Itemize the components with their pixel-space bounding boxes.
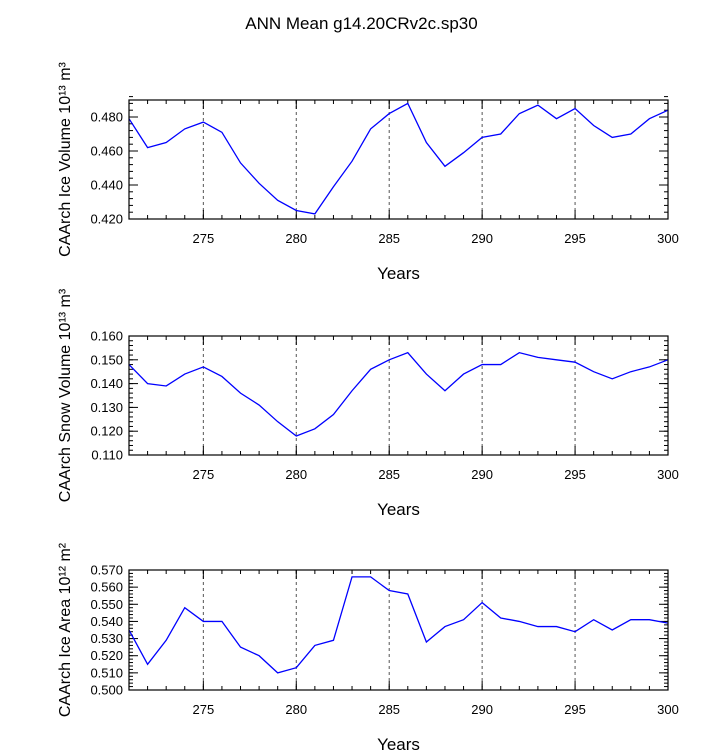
x-tick-label: 290 [471,231,493,246]
x-tick-label: 300 [657,467,679,482]
y-tick-label: 0.440 [90,178,123,193]
y-axis-label: CAArch Snow Volume 10¹³ m³ [57,288,74,502]
y-tick-label: 0.530 [90,631,123,646]
y-tick-label: 0.150 [90,352,123,367]
figure-title: ANN Mean g14.20CRv2c.sp30 [245,14,477,33]
x-tick-label: 295 [564,467,586,482]
x-tick-label: 290 [471,467,493,482]
x-axis-label: Years [377,500,420,519]
x-tick-label: 280 [285,467,307,482]
y-tick-label: 0.140 [90,376,123,391]
x-axis-label: Years [377,264,420,283]
y-tick-label: 0.160 [90,329,123,344]
y-tick-label: 0.130 [90,400,123,415]
y-tick-label: 0.520 [90,648,123,663]
x-tick-label: 295 [564,702,586,717]
x-tick-label: 300 [657,231,679,246]
panel-ice-area: 275 280 285 290 295 300 0.500 0.510 0.520 0.530 0.… [57,542,679,750]
series-line [128,102,669,215]
y-tick-label: 0.510 [90,665,123,680]
x-tick-label: 285 [378,467,400,482]
x-tick-label: 295 [564,231,586,246]
y-tick-label: 0.570 [90,563,123,578]
y-tick-label: 0.420 [90,212,123,227]
y-tick-label: 0.560 [90,580,123,595]
plot-frame [128,99,669,220]
y-tick-label: 0.500 [90,683,123,698]
x-tick-label: 285 [378,231,400,246]
y-axis-label: CAArch Ice Area 10¹² m² [57,542,74,717]
panel-ice-volume: 275 280 285 290 295 300 0.420 0.440 0.460 0.480 Ye… [57,61,679,283]
series-line [128,351,669,437]
x-tick-label: 275 [192,467,214,482]
panel-snow-volume: 275 280 285 290 295 300 0.110 0.120 0.130 0.140 0.… [57,288,679,519]
y-axis-label: CAArch Ice Volume 10¹³ m³ [57,61,74,256]
plot-frame [128,335,669,456]
y-tick-label: 0.110 [91,448,123,463]
x-axis-label: Years [377,735,420,750]
x-tick-label: 280 [285,231,307,246]
x-tick-label: 275 [192,702,214,717]
y-tick-label: 0.460 [90,144,123,159]
y-tick-label: 0.120 [90,424,123,439]
y-tick-label: 0.540 [90,614,123,629]
panels: 275 280 285 290 295 300 0.420 0.440 0.460 0.480 Ye… [57,61,679,750]
x-tick-label: 290 [471,702,493,717]
x-tick-label: 300 [657,702,679,717]
x-tick-label: 285 [378,702,400,717]
y-tick-label: 0.550 [90,597,123,612]
series-line [128,576,669,674]
x-tick-label: 275 [192,231,214,246]
y-tick-label: 0.480 [90,110,123,125]
plot-frame [128,569,669,691]
x-tick-label: 280 [285,702,307,717]
